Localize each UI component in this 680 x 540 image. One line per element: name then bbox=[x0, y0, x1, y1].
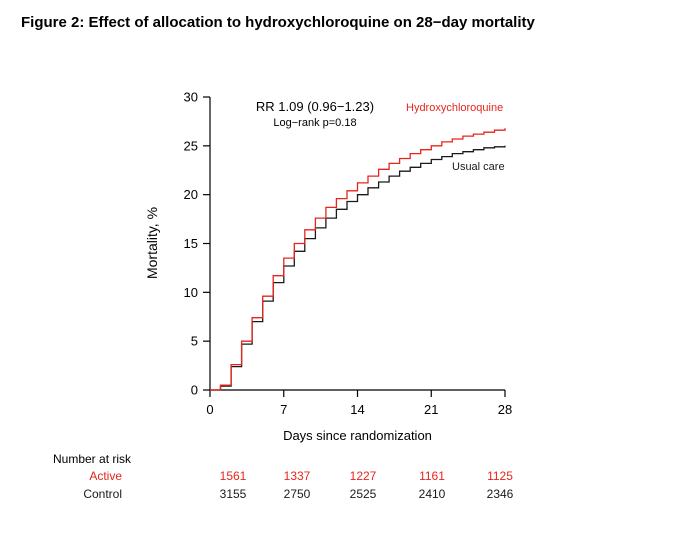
risk-control-day21: 2410 bbox=[418, 487, 446, 501]
y-tick-label: 5 bbox=[191, 334, 198, 349]
x-tick-label: 0 bbox=[206, 402, 213, 417]
risk-control-day7: 2750 bbox=[283, 487, 311, 501]
risk-control-day28: 2346 bbox=[486, 487, 514, 501]
y-tick-label: 20 bbox=[184, 187, 198, 202]
risk-active-day28: 1125 bbox=[487, 469, 513, 483]
risk-active-day7: 1337 bbox=[283, 469, 311, 483]
stats-annotation: RR 1.09 (0.96−1.23) Log−rank p=0.18 bbox=[235, 99, 395, 129]
curve-hydroxychloroquine bbox=[210, 128, 506, 391]
x-axis-label: Days since randomization bbox=[283, 428, 432, 443]
logrank-annotation: Log−rank p=0.18 bbox=[273, 117, 357, 129]
risk-row-active: Active 1561 1337 1227 1161 1125 bbox=[0, 469, 680, 485]
legend-hydroxychloroquine: Hydroxychloroquine bbox=[406, 102, 504, 114]
x-tick-label: 14 bbox=[350, 402, 364, 417]
y-tick-label: 10 bbox=[184, 285, 198, 300]
risk-active-day0: 1561 bbox=[219, 469, 247, 483]
rr-annotation: RR 1.09 (0.96−1.23) bbox=[255, 99, 375, 114]
y-tick-label: 15 bbox=[184, 236, 198, 251]
x-tick-label: 7 bbox=[280, 402, 287, 417]
risk-label-control: Control bbox=[83, 487, 122, 501]
risk-control-day0: 3155 bbox=[219, 487, 247, 501]
figure-title: Figure 2: Effect of allocation to hydrox… bbox=[21, 14, 535, 31]
y-tick-label: 25 bbox=[184, 138, 198, 153]
risk-control-day14: 2525 bbox=[349, 487, 377, 501]
y-axis-label: Mortality, % bbox=[144, 206, 160, 280]
risk-active-day21: 1161 bbox=[419, 469, 445, 483]
risk-table-header: Number at risk bbox=[53, 452, 132, 466]
y-tick-label: 0 bbox=[191, 383, 198, 398]
x-tick-label: 21 bbox=[424, 402, 438, 417]
risk-active-day14: 1227 bbox=[349, 469, 377, 483]
legend-usual-care: Usual care bbox=[452, 161, 505, 173]
x-tick-label: 28 bbox=[498, 402, 512, 417]
y-tick-label: 30 bbox=[184, 90, 198, 105]
risk-label-active: Active bbox=[89, 469, 122, 483]
risk-row-control: Control 3155 2750 2525 2410 2346 bbox=[0, 487, 680, 503]
